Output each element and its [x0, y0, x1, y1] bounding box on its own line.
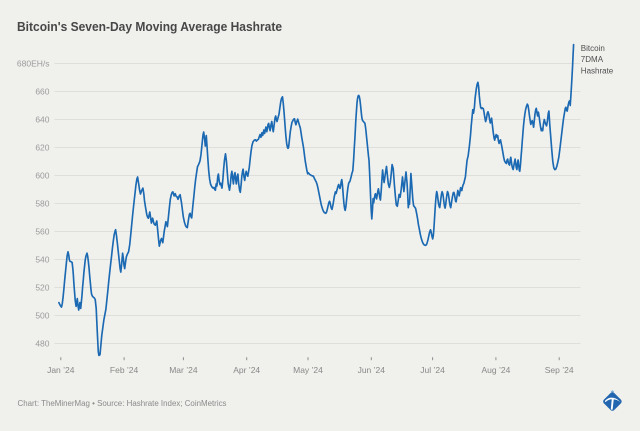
svg-text:520: 520	[35, 283, 49, 293]
svg-text:Hashrate: Hashrate	[581, 66, 614, 75]
svg-text:Bitcoin: Bitcoin	[581, 44, 605, 53]
svg-text:Sep ’24: Sep ’24	[545, 365, 574, 375]
svg-text:Feb ’24: Feb ’24	[110, 365, 139, 375]
svg-text:600: 600	[35, 171, 49, 181]
svg-text:Mar ’24: Mar ’24	[169, 365, 198, 375]
svg-text:540: 540	[35, 255, 49, 265]
svg-text:Jan ’24: Jan ’24	[47, 365, 75, 375]
svg-text:May ’24: May ’24	[293, 365, 323, 375]
svg-text:680EH/s: 680EH/s	[17, 59, 50, 69]
svg-text:7DMA: 7DMA	[581, 55, 604, 64]
svg-text:Jul ’24: Jul ’24	[420, 365, 445, 375]
svg-text:640: 640	[35, 115, 49, 125]
svg-text:Jun ’24: Jun ’24	[358, 365, 386, 375]
svg-text:620: 620	[35, 143, 49, 153]
svg-text:Apr ’24: Apr ’24	[233, 365, 260, 375]
svg-text:560: 560	[35, 227, 49, 237]
svg-text:580: 580	[35, 199, 49, 209]
svg-text:Chart: TheMinerMag • Source: H: Chart: TheMinerMag • Source: Hashrate In…	[18, 399, 227, 408]
svg-text:660: 660	[35, 87, 49, 97]
svg-text:500: 500	[35, 311, 49, 321]
svg-text:Aug ’24: Aug ’24	[481, 365, 510, 375]
svg-text:Bitcoin's Seven-Day Moving Ave: Bitcoin's Seven-Day Moving Average Hashr…	[17, 19, 282, 34]
svg-text:480: 480	[35, 339, 49, 349]
